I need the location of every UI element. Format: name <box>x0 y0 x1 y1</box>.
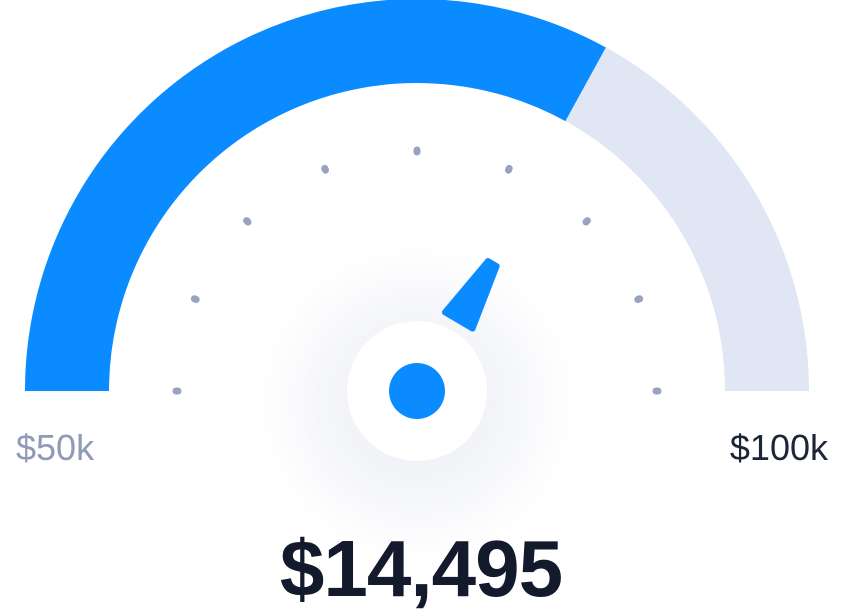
gauge-tick <box>634 295 644 304</box>
gauge-ticks <box>172 146 662 395</box>
gauge-tick <box>504 164 513 174</box>
gauge-fill <box>25 0 606 392</box>
gauge-tick <box>413 146 421 156</box>
gauge-tick <box>582 217 591 226</box>
gauge-tick <box>172 387 182 395</box>
gauge-value: $14,495 <box>279 524 563 613</box>
gauge-needle <box>441 258 500 332</box>
gauge-tick <box>652 387 662 395</box>
needle-hub-dot <box>389 363 445 419</box>
gauge-min-label: $50k <box>16 427 95 468</box>
gauge-tick <box>321 164 330 174</box>
gauge-tick <box>243 217 252 226</box>
gauge-tick <box>190 295 200 304</box>
gauge-max-label: $100k <box>729 427 828 468</box>
